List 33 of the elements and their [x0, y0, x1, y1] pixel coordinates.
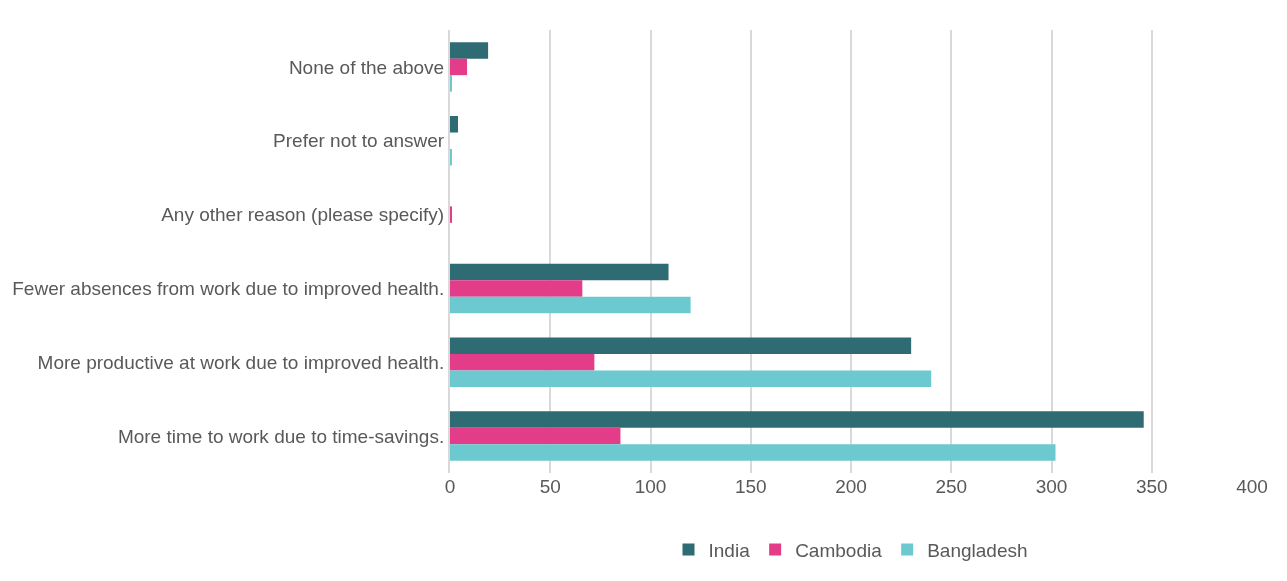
legend-label: Bangladesh [927, 539, 1028, 561]
bar [450, 263, 669, 281]
x-tick-label: 50 [539, 476, 561, 497]
bar [450, 444, 1056, 461]
bar [450, 427, 621, 445]
x-tick-label: 250 [935, 476, 968, 497]
x-tick-label: 200 [835, 476, 867, 497]
bar [450, 206, 453, 223]
bar [450, 354, 595, 371]
bar [450, 411, 1144, 428]
y-tick-label: Prefer not to answer [273, 130, 445, 152]
x-tick-label: 350 [1135, 476, 1168, 497]
bar [450, 296, 691, 314]
bar [450, 148, 453, 166]
x-tick-label: 0 [444, 476, 456, 497]
y-tick-label: More time to work due to time-savings. [117, 425, 445, 447]
y-tick-label: Any other reason (please specify) [161, 204, 445, 226]
x-tick-label: 100 [634, 476, 667, 497]
bar [450, 58, 468, 76]
x-tick-label: 150 [734, 476, 767, 497]
x-tick-label: 300 [1035, 476, 1068, 497]
y-tick-label: Fewer absences from work due to improved health. [12, 278, 445, 300]
legend-label: Cambodia [795, 539, 883, 561]
legend-label: India [708, 539, 751, 561]
bar [450, 337, 912, 355]
bar [450, 116, 459, 133]
y-tick-label: More productive at work due to improved health. [37, 351, 445, 373]
y-tick-label: None of the above [288, 56, 445, 78]
bar [450, 280, 583, 297]
bar [450, 370, 932, 387]
bar [450, 42, 489, 59]
x-tick-label: 400 [1236, 476, 1268, 497]
bar [450, 75, 453, 92]
